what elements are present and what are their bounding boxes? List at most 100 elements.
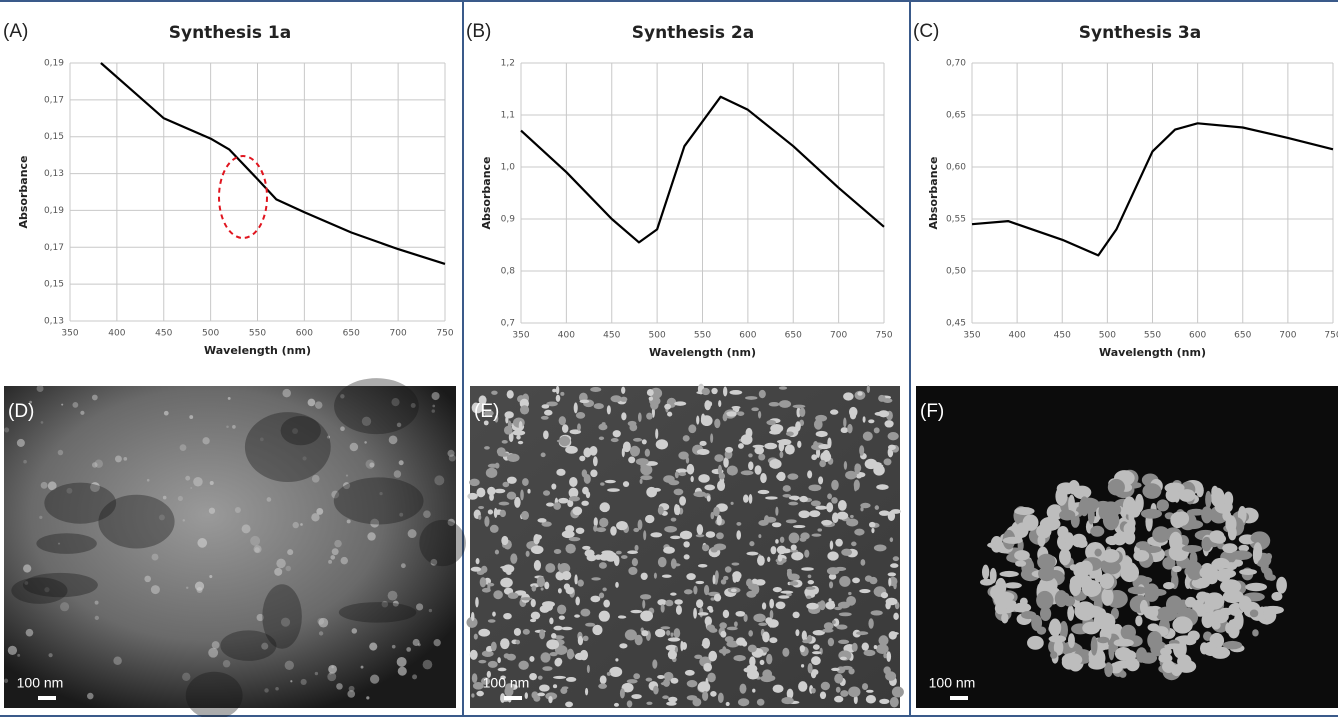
particle bbox=[888, 631, 897, 640]
texture bbox=[407, 529, 417, 539]
particle bbox=[807, 662, 813, 674]
particle bbox=[629, 423, 638, 432]
shadow bbox=[185, 671, 243, 720]
particle bbox=[657, 674, 665, 680]
particle bbox=[644, 514, 655, 524]
texture bbox=[23, 564, 32, 573]
texture bbox=[311, 513, 320, 522]
particle bbox=[788, 501, 799, 506]
texture bbox=[3, 678, 9, 683]
particle bbox=[704, 484, 716, 491]
particle bbox=[879, 698, 890, 704]
particle bbox=[804, 549, 810, 558]
texture bbox=[222, 659, 231, 668]
particle bbox=[674, 471, 679, 479]
chart-title: Synthesis 2a bbox=[632, 23, 754, 43]
particle bbox=[634, 634, 643, 646]
texture bbox=[340, 394, 345, 399]
texture bbox=[416, 603, 424, 611]
particle bbox=[786, 568, 792, 579]
particle bbox=[848, 686, 861, 698]
particle bbox=[628, 456, 636, 464]
particle bbox=[598, 436, 605, 441]
particle bbox=[795, 629, 800, 637]
particle bbox=[598, 592, 605, 599]
particle bbox=[575, 596, 580, 606]
texture bbox=[254, 547, 260, 553]
particle bbox=[717, 692, 724, 703]
particle bbox=[486, 670, 491, 678]
texture bbox=[318, 631, 324, 636]
particle bbox=[1185, 596, 1197, 608]
particle bbox=[770, 423, 784, 433]
particle bbox=[741, 640, 748, 647]
texture bbox=[276, 558, 286, 569]
particle bbox=[629, 445, 640, 457]
particle bbox=[563, 583, 571, 591]
texture bbox=[351, 628, 358, 634]
particle bbox=[512, 430, 526, 436]
x-axis-label: Wavelength (nm) bbox=[204, 344, 311, 357]
particle bbox=[610, 438, 619, 443]
texture bbox=[177, 495, 183, 502]
particle bbox=[733, 654, 746, 662]
particle bbox=[498, 501, 510, 506]
particle bbox=[665, 599, 674, 607]
particle bbox=[760, 473, 767, 484]
particle bbox=[626, 700, 633, 708]
particle bbox=[556, 468, 566, 476]
particle bbox=[633, 673, 641, 680]
particle bbox=[859, 445, 865, 456]
particle bbox=[542, 666, 553, 671]
particle bbox=[799, 537, 807, 542]
particle bbox=[557, 588, 562, 594]
texture bbox=[58, 542, 61, 545]
particle bbox=[654, 628, 666, 638]
micrographs bbox=[3, 378, 1338, 720]
particle bbox=[748, 493, 753, 504]
particle bbox=[530, 598, 536, 608]
particle bbox=[854, 528, 865, 536]
texture bbox=[61, 403, 64, 406]
texture bbox=[87, 692, 94, 700]
particle bbox=[878, 635, 889, 646]
particle bbox=[510, 553, 518, 564]
particle bbox=[740, 434, 753, 445]
particle bbox=[546, 639, 560, 650]
texture bbox=[290, 680, 293, 683]
particle bbox=[634, 451, 640, 455]
particle bbox=[679, 530, 693, 540]
particle bbox=[1211, 620, 1221, 630]
x-tick-label: 600 bbox=[296, 329, 313, 339]
particle bbox=[497, 667, 507, 672]
particle bbox=[720, 579, 727, 585]
particle bbox=[1222, 543, 1238, 554]
x-tick-label: 550 bbox=[1144, 331, 1161, 341]
particle bbox=[829, 540, 834, 550]
particle bbox=[478, 395, 487, 405]
texture bbox=[25, 628, 34, 637]
particle bbox=[785, 431, 794, 437]
particle bbox=[1046, 504, 1064, 521]
particle bbox=[650, 400, 659, 410]
particle bbox=[641, 630, 649, 637]
particle bbox=[703, 584, 710, 596]
particle bbox=[871, 527, 875, 534]
particle bbox=[834, 673, 844, 684]
particle bbox=[1191, 577, 1211, 589]
particle bbox=[585, 622, 596, 627]
particle bbox=[590, 595, 601, 603]
particle bbox=[615, 658, 619, 662]
scale-bar bbox=[38, 696, 56, 700]
particle bbox=[1172, 565, 1182, 573]
particle bbox=[583, 447, 592, 458]
particle bbox=[859, 588, 871, 594]
particle bbox=[555, 394, 561, 402]
particle bbox=[666, 701, 677, 706]
particle bbox=[817, 528, 823, 532]
particle bbox=[843, 461, 848, 470]
particle bbox=[1069, 577, 1082, 596]
texture bbox=[179, 444, 187, 451]
particle bbox=[565, 445, 578, 454]
particle bbox=[873, 645, 878, 650]
